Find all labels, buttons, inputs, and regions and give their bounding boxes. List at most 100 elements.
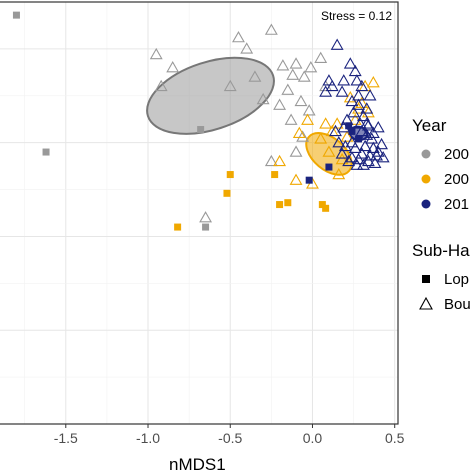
triangle-point-series-3	[352, 89, 365, 101]
stress-annotation: Stress = 0.12	[321, 9, 392, 23]
triangle-point-series-3	[365, 132, 379, 144]
square-point-series-2	[174, 223, 182, 231]
panel-border	[0, 1, 399, 425]
triangle-point-series-3	[370, 149, 384, 161]
triangle-point-series-3	[332, 136, 346, 148]
triangle-point-series-3	[337, 74, 351, 86]
legend-key-year-3	[421, 199, 431, 209]
square-point-series-1	[197, 126, 205, 134]
triangle-point-series-1	[264, 23, 278, 35]
triangle-point-series-1	[149, 47, 163, 60]
triangle-point-series-3	[363, 89, 377, 101]
triangle-point-series-3	[360, 117, 374, 129]
triangle-point-series-2	[319, 117, 333, 129]
legend-key-year-2	[421, 174, 431, 184]
triangle-point-series-2	[314, 132, 328, 144]
triangle-point-series-2	[366, 76, 380, 88]
square-point-series-2	[318, 201, 326, 209]
triangle-point-series-3	[322, 74, 336, 86]
triangle-point-series-1	[199, 211, 213, 223]
square-point-series-1	[12, 11, 20, 19]
triangle-point-series-3	[375, 137, 389, 150]
triangle-point-series-3	[350, 158, 364, 170]
triangle-point-series-1	[284, 113, 298, 125]
triangle-point-series-1	[294, 94, 308, 107]
triangle-point-series-3	[360, 102, 374, 114]
triangle-point-series-1	[304, 61, 318, 73]
triangle-point-series-3	[330, 38, 344, 50]
triangle-point-series-2	[335, 152, 349, 165]
legend-title-subhabitat: Sub-Ha	[412, 241, 470, 260]
triangle-point-series-3	[352, 98, 365, 110]
legend: Year 200 200 201 Sub-Ha Lop Bou	[412, 116, 471, 313]
x-tick-label: 0.0	[303, 430, 323, 446]
triangle-point-series-3	[348, 64, 362, 77]
triangle-point-series-1	[248, 70, 262, 82]
x-axis-ticks: -1.5 -1.0 -0.5 0.0 0.5	[54, 424, 405, 446]
triangle-point-series-1	[289, 57, 303, 69]
legend-label-year-2: 200	[444, 171, 469, 188]
triangle-point-series-2	[273, 154, 287, 167]
triangle-point-series-3	[338, 139, 352, 152]
triangle-point-series-3	[371, 121, 385, 133]
triangle-point-series-1	[264, 154, 278, 167]
legend-label-year-1: 200	[444, 146, 469, 163]
legend-key-subhabitat-1	[422, 275, 430, 283]
triangle-point-series-2	[301, 113, 314, 125]
square-point-series-1	[202, 223, 210, 231]
square-point-series-3	[345, 122, 353, 130]
triangle-point-series-2	[352, 102, 365, 114]
square-point-series-2	[276, 201, 284, 209]
triangle-point-series-1	[256, 92, 270, 105]
confidence-ellipse-1	[146, 56, 275, 135]
ellipses	[146, 56, 369, 176]
legend-label-subhabitat-2: Bou	[444, 296, 471, 313]
legend-label-subhabitat-1: Lop	[444, 271, 469, 288]
data-points	[12, 11, 390, 231]
triangle-point-series-1	[286, 68, 300, 80]
triangle-point-series-3	[345, 94, 359, 107]
legend-title-year: Year	[412, 116, 447, 135]
triangle-point-series-3	[347, 106, 361, 118]
triangle-point-series-2	[340, 130, 354, 142]
triangle-point-series-1	[281, 83, 295, 95]
triangle-point-series-3	[335, 147, 349, 159]
triangle-point-series-1	[273, 98, 287, 110]
triangle-point-series-3	[345, 136, 359, 148]
triangle-point-series-1	[240, 42, 254, 54]
triangle-point-series-2	[355, 96, 369, 108]
triangle-point-series-1	[223, 79, 237, 92]
square-point-series-2	[226, 171, 234, 179]
triangle-point-series-1	[276, 59, 290, 71]
x-tick-label: -0.5	[218, 430, 242, 446]
triangle-point-series-3	[358, 139, 372, 152]
triangle-point-series-3	[343, 57, 357, 69]
triangle-point-series-3	[361, 154, 375, 167]
triangle-point-series-2	[289, 173, 303, 185]
triangle-point-series-3	[355, 79, 369, 92]
triangle-point-series-3	[357, 109, 370, 122]
x-tick-label: -1.5	[54, 430, 78, 446]
legend-label-year-3: 201	[444, 196, 469, 213]
triangle-point-series-2	[332, 167, 346, 180]
triangle-point-series-1	[289, 145, 303, 157]
triangle-point-series-1	[302, 104, 316, 116]
triangle-point-series-1	[296, 130, 310, 142]
legend-key-subhabitat-2	[419, 296, 433, 310]
triangle-point-series-3	[348, 141, 362, 153]
triangle-point-series-3	[357, 158, 370, 170]
square-point-series-2	[322, 204, 330, 212]
x-tick-label: 0.5	[385, 430, 405, 446]
triangle-point-series-3	[319, 85, 333, 97]
square-point-series-1	[42, 148, 50, 156]
square-point-series-3	[348, 127, 356, 135]
triangle-point-series-3	[355, 147, 369, 159]
x-tick-label: -1.0	[136, 430, 160, 446]
triangle-point-series-3	[363, 149, 377, 161]
triangle-point-series-3	[335, 85, 349, 97]
triangle-point-series-1	[154, 79, 168, 92]
square-point-series-3	[305, 176, 313, 184]
triangle-point-series-1	[297, 70, 311, 82]
square-point-series-2	[284, 199, 292, 207]
